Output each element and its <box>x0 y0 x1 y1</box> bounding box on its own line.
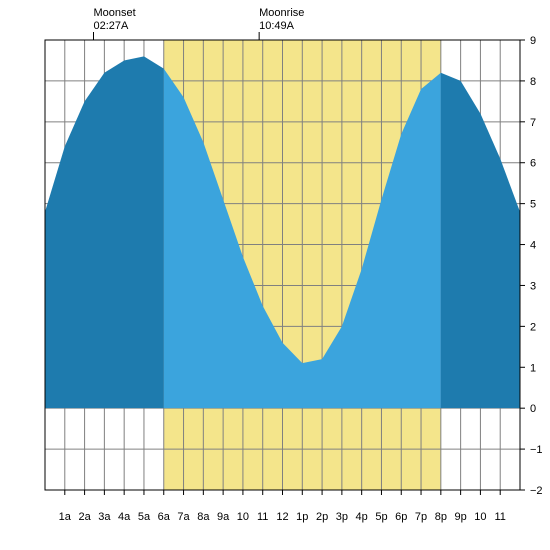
x-tick-label: 11 <box>257 511 268 523</box>
x-tick-label: 10 <box>237 511 249 523</box>
y-tick-label: 7 <box>530 117 536 129</box>
y-tick-label: 6 <box>530 158 536 170</box>
x-tick-label: 5p <box>375 511 387 523</box>
x-tick-label: 9a <box>217 511 230 523</box>
x-tick-label: 10 <box>474 511 486 523</box>
y-tick-label: 8 <box>530 76 536 88</box>
x-tick-label: 5a <box>138 511 151 523</box>
moonrise-time: 10:49A <box>259 20 295 32</box>
x-tick-label: 11 <box>494 511 505 523</box>
y-tick-label: −2 <box>530 485 543 497</box>
y-tick-label: 0 <box>530 403 536 415</box>
x-tick-label: 7a <box>177 511 190 523</box>
x-tick-label: 7p <box>415 511 427 523</box>
x-tick-label: 9p <box>455 511 467 523</box>
moonset-time: 02:27A <box>93 20 129 32</box>
y-tick-label: 5 <box>530 199 536 211</box>
x-tick-label: 3p <box>336 511 348 523</box>
x-tick-label: 12 <box>276 511 288 523</box>
x-tick-label: 4p <box>356 511 368 523</box>
y-tick-label: 2 <box>530 321 536 333</box>
x-tick-label: 6p <box>395 511 407 523</box>
y-tick-label: −1 <box>530 444 543 456</box>
x-tick-label: 8a <box>197 511 210 523</box>
x-tick-label: 4a <box>118 511 131 523</box>
x-tick-label: 6a <box>158 511 171 523</box>
x-tick-label: 2p <box>316 511 328 523</box>
moonrise-label: Moonrise <box>259 7 304 19</box>
x-tick-label: 1p <box>296 511 308 523</box>
tide-chart-svg: 1a2a3a4a5a6a7a8a9a1011121p2p3p4p5p6p7p8p… <box>0 0 550 550</box>
y-tick-label: 1 <box>530 362 536 374</box>
x-tick-label: 2a <box>78 511 91 523</box>
y-tick-label: 3 <box>530 280 536 292</box>
y-tick-label: 9 <box>530 35 536 47</box>
x-tick-label: 3a <box>98 511 111 523</box>
tide-chart: 1a2a3a4a5a6a7a8a9a1011121p2p3p4p5p6p7p8p… <box>0 0 550 550</box>
x-tick-label: 1a <box>59 511 72 523</box>
y-tick-label: 4 <box>530 240 536 252</box>
x-tick-label: 8p <box>435 511 447 523</box>
moonset-label: Moonset <box>93 7 135 19</box>
